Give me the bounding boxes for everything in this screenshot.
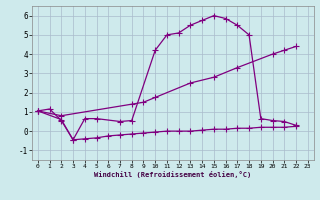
X-axis label: Windchill (Refroidissement éolien,°C): Windchill (Refroidissement éolien,°C) <box>94 171 252 178</box>
